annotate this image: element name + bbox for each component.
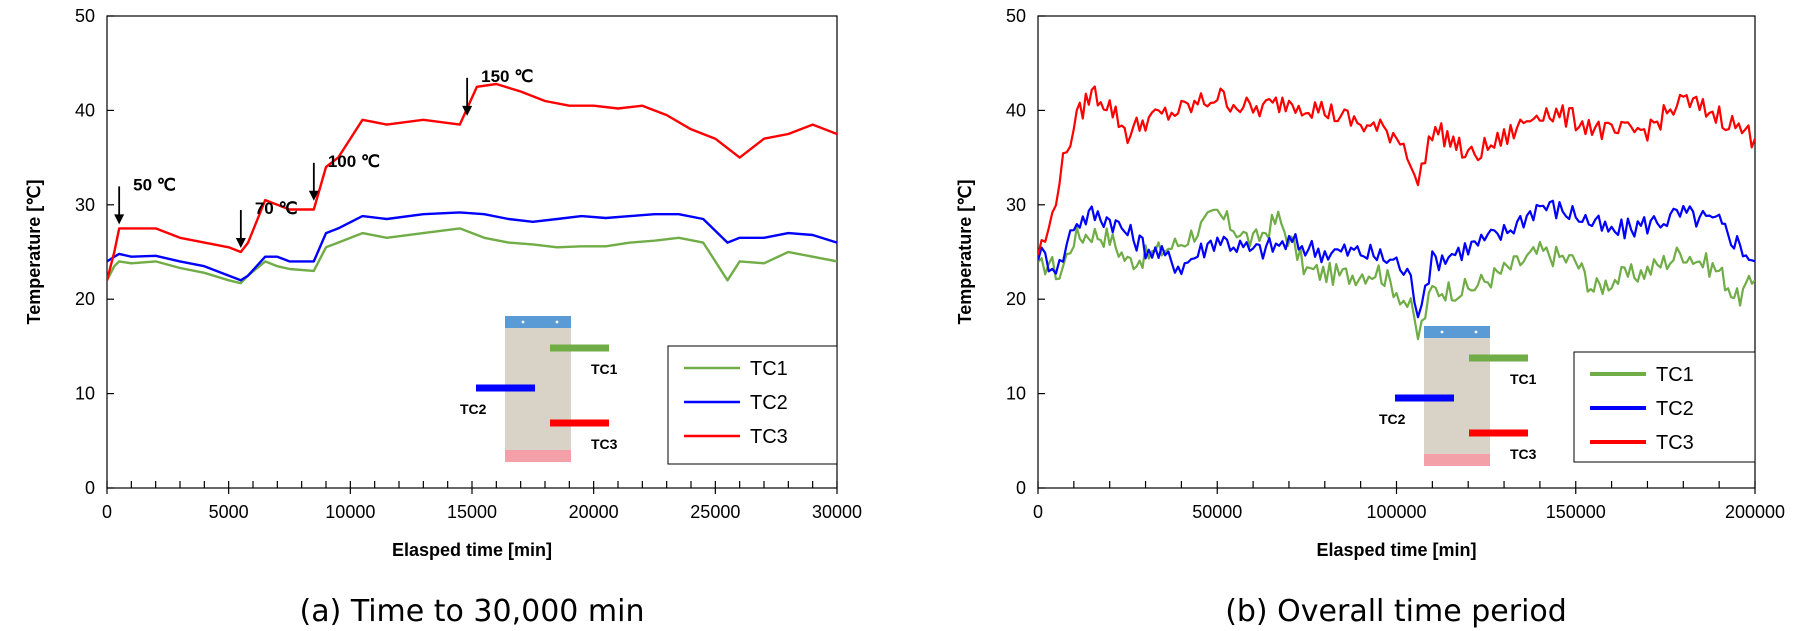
x-tick-label: 0 (1033, 502, 1043, 522)
rebar-dot (555, 320, 559, 324)
specimen-cover (1424, 326, 1490, 338)
legend-label-tc1: TC1 (1656, 364, 1694, 386)
x-tick-label: 100000 (1366, 502, 1426, 522)
x-tick-label: 200000 (1725, 502, 1785, 522)
specimen-base (505, 450, 571, 462)
y-tick-label: 40 (1006, 100, 1026, 120)
sensor-label-tc2: TC2 (1379, 411, 1406, 427)
annotation-label: 150 ℃ (481, 67, 533, 86)
y-tick-label: 30 (1006, 195, 1026, 215)
y-tick-label: 50 (75, 6, 95, 26)
y-axis-label: Temperature [℃] (24, 180, 44, 325)
y-tick-label: 40 (75, 100, 95, 120)
y-tick-label: 10 (1006, 384, 1026, 404)
annotation-arrowhead (462, 105, 473, 116)
y-tick-label: 10 (75, 384, 95, 404)
panel-caption: (b) Overall time period (1225, 594, 1567, 629)
rebar-dot (1474, 330, 1478, 334)
series-line-tc2 (1038, 199, 1755, 319)
legend-label-tc2: TC2 (750, 392, 788, 414)
y-tick-label: 0 (1016, 478, 1026, 498)
legend-box (667, 345, 838, 465)
annotation-label: 70 ℃ (255, 199, 298, 218)
panel-a: 0 10 20 30 40 50 0 5000 10000 15000 20000 25000 3000… (24, 6, 862, 629)
y-tick-label: 30 (75, 195, 95, 215)
legend-label-tc2: TC2 (1656, 398, 1694, 420)
x-tick-label: 10000 (325, 502, 375, 522)
series-group (1038, 85, 1755, 341)
x-tick-label: 15000 (447, 502, 497, 522)
x-tick-label: 30000 (812, 502, 862, 522)
x-tick-label: 25000 (690, 502, 740, 522)
x-tick-label: 150000 (1546, 502, 1606, 522)
y-tick-label: 20 (75, 289, 95, 309)
x-tick-label: 20000 (569, 502, 619, 522)
panel-caption: (a) Time to 30,000 min (299, 594, 644, 629)
series-line-tc3 (107, 82, 837, 281)
annotation-label: 100 ℃ (328, 152, 380, 171)
y-tick-label: 0 (85, 478, 95, 498)
series-line-tc3 (1038, 85, 1755, 256)
legend-label-tc3: TC3 (1656, 432, 1694, 454)
sensor-label-tc1: TC1 (591, 361, 618, 377)
panel-b: 0 10 20 30 40 50 0 50000 100000 150000 200000 Elasp… (955, 6, 1785, 629)
sensor-label-tc3: TC3 (591, 436, 618, 452)
y-axis-label: Temperature [℃] (955, 180, 975, 325)
legend-label-tc3: TC3 (750, 426, 788, 448)
x-axis-label: Elasped time [min] (1316, 540, 1476, 560)
annotation-arrowhead (235, 238, 246, 248)
x-tick-label: 50000 (1192, 502, 1242, 522)
y-tick-label: 50 (1006, 6, 1026, 26)
x-tick-label: 0 (102, 502, 112, 522)
annotation-arrowhead (308, 190, 319, 201)
annotation-label: 50 ℃ (133, 175, 176, 194)
x-axis-label: Elasped time [min] (392, 540, 552, 560)
x-tick-label: 5000 (209, 502, 249, 522)
specimen-cover (505, 316, 571, 328)
series-group (107, 82, 837, 285)
y-tick-label: 20 (1006, 289, 1026, 309)
sensor-label-tc2: TC2 (460, 401, 487, 417)
series-line-tc2 (107, 211, 837, 282)
legend-label-tc1: TC1 (750, 358, 788, 380)
annotation-arrowhead (114, 214, 125, 225)
sensor-label-tc3: TC3 (1510, 446, 1537, 462)
series-line-tc1 (107, 227, 837, 285)
specimen-base (1424, 454, 1490, 466)
sensor-label-tc1: TC1 (1510, 371, 1537, 387)
rebar-dot (521, 320, 525, 324)
rebar-dot (1440, 330, 1444, 334)
